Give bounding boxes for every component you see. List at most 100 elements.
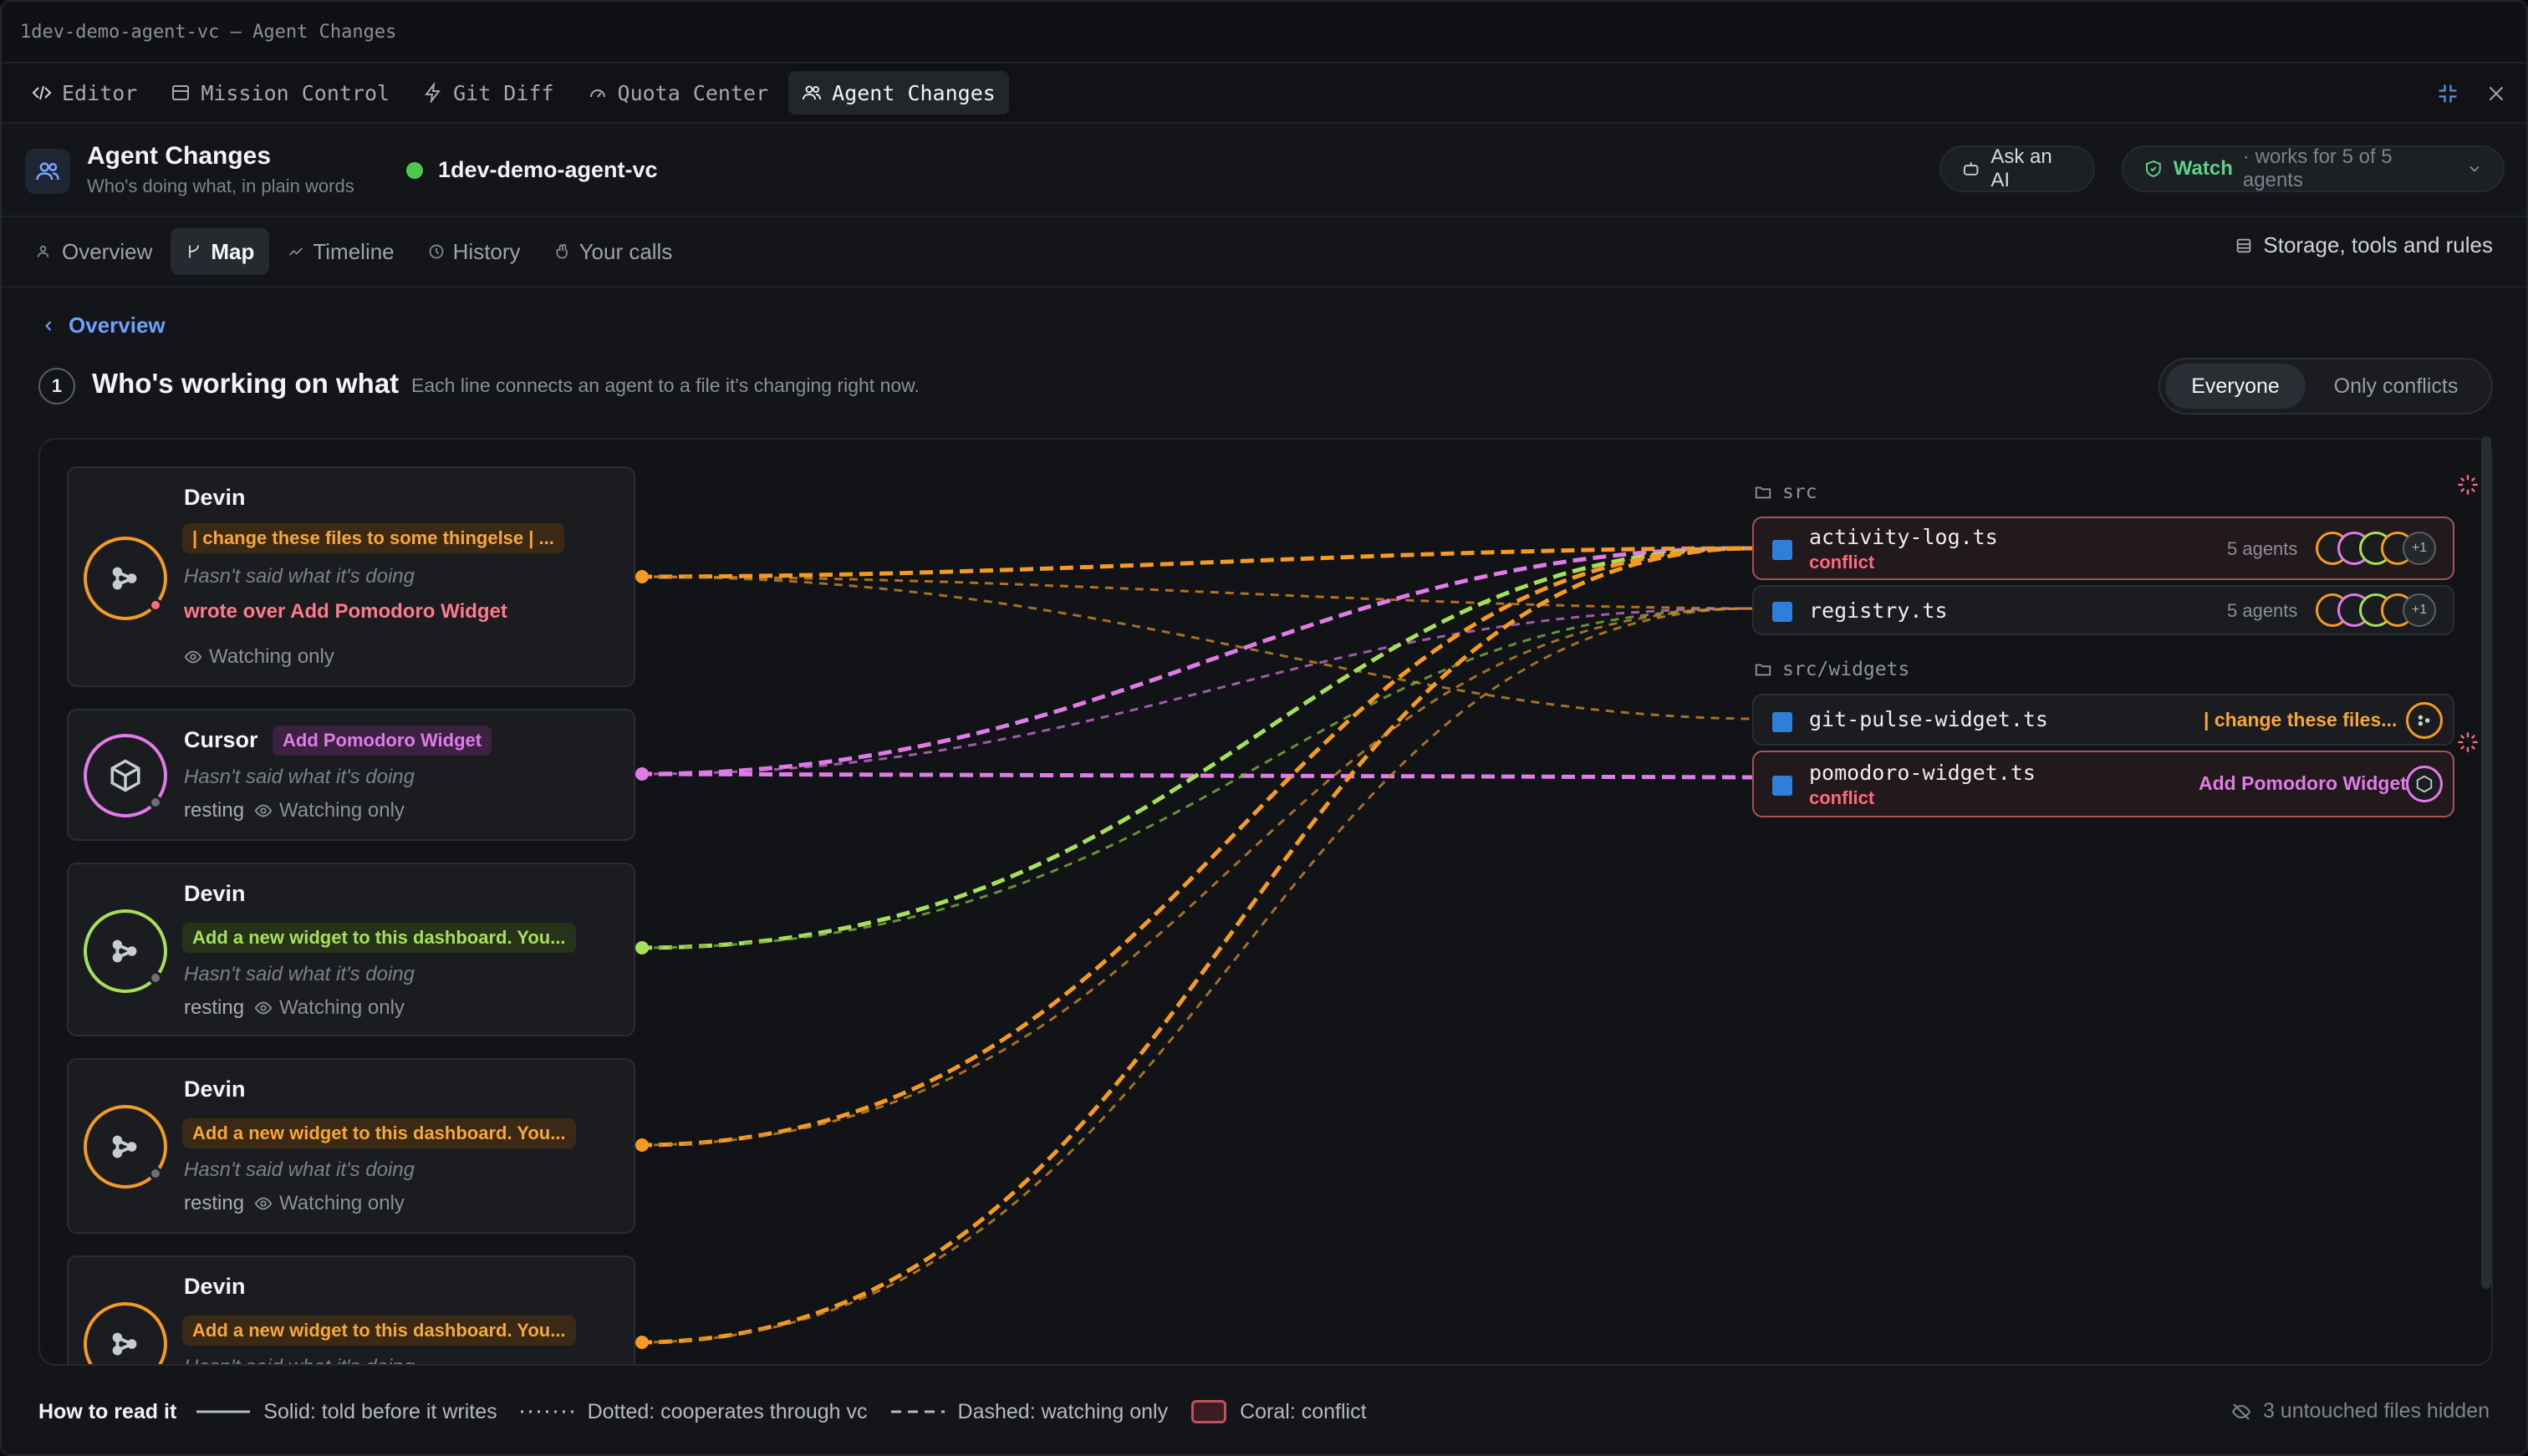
legend-label: Solid: told before it writes bbox=[263, 1399, 497, 1423]
nav-overview[interactable]: Overview bbox=[22, 228, 167, 275]
hand-icon bbox=[556, 243, 568, 259]
watching-indicator: Watching only bbox=[254, 996, 405, 1020]
agent-file-map: Devin | change these files to some thing… bbox=[38, 438, 2493, 1366]
tab-editor[interactable]: Editor bbox=[18, 71, 150, 115]
nav-your-calls[interactable]: Your calls bbox=[539, 228, 688, 275]
devin-logo-icon bbox=[112, 1135, 137, 1158]
file-name: registry.ts bbox=[1809, 598, 1948, 623]
watch-dropdown[interactable]: Watch · works for 5 of 5 agents bbox=[2122, 145, 2505, 192]
agent-card[interactable]: Devin Add a new widget to this dashboard… bbox=[67, 863, 635, 1036]
nav-label: History bbox=[452, 238, 521, 264]
status-dot bbox=[406, 161, 423, 179]
agent-task: Add a new widget to this dashboard. You.… bbox=[182, 1118, 576, 1148]
tab-label: Agent Changes bbox=[832, 80, 996, 105]
devin-logo-icon bbox=[112, 567, 137, 590]
agent-said: Hasn't said what it's doing bbox=[184, 1356, 415, 1364]
tab-agent-changes[interactable]: Agent Changes bbox=[788, 71, 1009, 115]
eye-icon bbox=[254, 804, 273, 817]
filter-only-conflicts[interactable]: Only conflicts bbox=[2333, 374, 2459, 398]
connection-line bbox=[638, 546, 1753, 776]
watching-label: Watching only bbox=[209, 645, 334, 668]
panel-icon bbox=[172, 85, 190, 100]
nav-history[interactable]: History bbox=[413, 228, 536, 275]
cursor-logo-icon bbox=[2416, 775, 2433, 793]
hidden-files-label: 3 untouched files hidden bbox=[2262, 1399, 2490, 1423]
connection-line bbox=[638, 607, 1753, 1147]
file-name: pomodoro-widget.ts bbox=[1809, 761, 2036, 785]
agent-avatar-stack: +1 bbox=[2316, 593, 2436, 627]
conflict-spark-icon bbox=[2458, 475, 2478, 495]
trend-icon bbox=[289, 247, 303, 256]
gauge-icon bbox=[589, 89, 605, 98]
agent-card[interactable]: Devin Add a new widget to this dashboard… bbox=[67, 1255, 635, 1364]
file-task: Add Pomodoro Widget bbox=[2199, 772, 2407, 794]
agent-state: resting bbox=[184, 996, 245, 1019]
tab-label: Quota Center bbox=[617, 80, 769, 105]
agent-said: Hasn't said what it's doing bbox=[184, 565, 415, 588]
nav-label: Map bbox=[211, 238, 255, 264]
agent-meta: Watching only bbox=[184, 645, 334, 669]
agent-task: Add a new widget to this dashboard. You.… bbox=[182, 923, 576, 953]
watch-label: Watch bbox=[2173, 157, 2233, 180]
agent-card[interactable]: Devin | change these files to some thing… bbox=[67, 466, 635, 687]
folder-label: src bbox=[1754, 481, 1817, 503]
agent-mini-avatar bbox=[2406, 702, 2443, 739]
step-number: 1 bbox=[38, 368, 75, 405]
conflict-badge: conflict bbox=[1809, 552, 1875, 573]
file-row[interactable]: pomodoro-widget.ts conflict Add Pomodoro… bbox=[1752, 751, 2454, 817]
agent-card[interactable]: Devin Add a new widget to this dashboard… bbox=[67, 1058, 635, 1234]
tab-quota-center[interactable]: Quota Center bbox=[574, 71, 782, 115]
anchor-dot bbox=[635, 1138, 649, 1152]
connection-line bbox=[638, 546, 1753, 579]
database-icon bbox=[2237, 238, 2251, 252]
nav-map[interactable]: Map bbox=[171, 228, 270, 275]
conflict-spark-icon bbox=[2458, 732, 2478, 752]
status-dot bbox=[149, 1167, 162, 1180]
close-icon[interactable] bbox=[2481, 79, 2511, 109]
status-dot bbox=[149, 796, 162, 809]
code-icon bbox=[32, 85, 52, 100]
agent-meta: resting Watching only bbox=[184, 996, 405, 1020]
project-name: 1dev-demo-agent-vc bbox=[438, 157, 658, 182]
file-row[interactable]: activity-log.ts conflict 5 agents +1 bbox=[1752, 517, 2454, 580]
filter-everyone[interactable]: Everyone bbox=[2165, 364, 2306, 409]
nav-timeline[interactable]: Timeline bbox=[273, 228, 409, 275]
connection-line bbox=[638, 607, 1753, 1344]
back-to-overview-link[interactable]: Overview bbox=[40, 313, 166, 339]
agent-card[interactable]: Cursor Add Pomodoro Widget Hasn't said w… bbox=[67, 709, 635, 841]
folder-icon bbox=[1755, 486, 1771, 499]
folder-icon bbox=[1755, 664, 1771, 676]
filter-toggle: Everyone Only conflicts bbox=[2158, 358, 2493, 415]
watching-indicator: Watching only bbox=[184, 645, 334, 669]
section-description: Each line connects an agent to a file it… bbox=[411, 374, 920, 396]
file-task: | change these files... bbox=[2204, 709, 2398, 731]
page-title: Agent Changes bbox=[87, 142, 272, 170]
ask-ai-label: Ask an AI bbox=[1990, 145, 2052, 191]
agent-count: 5 agents bbox=[2227, 600, 2298, 621]
status-dot bbox=[149, 598, 162, 612]
nav-label: Your calls bbox=[578, 238, 673, 264]
connection-line bbox=[638, 546, 1753, 1345]
conflict-badge: conflict bbox=[1809, 787, 1875, 808]
agent-task: | change these files to some thingelse |… bbox=[182, 523, 564, 553]
file-row[interactable]: registry.ts 5 agents +1 bbox=[1752, 585, 2454, 635]
eye-off-icon bbox=[2231, 1403, 2251, 1420]
tab-git-diff[interactable]: Git Diff bbox=[410, 71, 567, 115]
folder-label: src/widgets bbox=[1754, 659, 1909, 680]
hidden-files-toggle[interactable]: 3 untouched files hidden bbox=[2231, 1399, 2490, 1423]
page-header: Agent Changes Who's doing what, in plain… bbox=[2, 124, 2526, 217]
connection-line bbox=[638, 607, 1753, 949]
status-dot bbox=[149, 971, 162, 985]
scrollbar[interactable] bbox=[2481, 436, 2491, 1289]
storage-tools-rules-link[interactable]: Storage, tools and rules bbox=[2235, 232, 2493, 258]
back-label: Overview bbox=[69, 313, 166, 338]
collapse-icon[interactable] bbox=[2433, 79, 2463, 109]
agent-meta: resting Watching only bbox=[184, 799, 405, 822]
tab-mission-control[interactable]: Mission Control bbox=[157, 71, 403, 115]
file-row[interactable]: git-pulse-widget.ts | change these files… bbox=[1752, 694, 2454, 746]
dashed-line-icon bbox=[890, 1410, 945, 1413]
ask-ai-button[interactable]: Ask an AI bbox=[1939, 145, 2095, 192]
users-icon bbox=[37, 245, 49, 257]
eye-icon bbox=[254, 1001, 273, 1015]
agent-name: Devin bbox=[184, 881, 246, 906]
